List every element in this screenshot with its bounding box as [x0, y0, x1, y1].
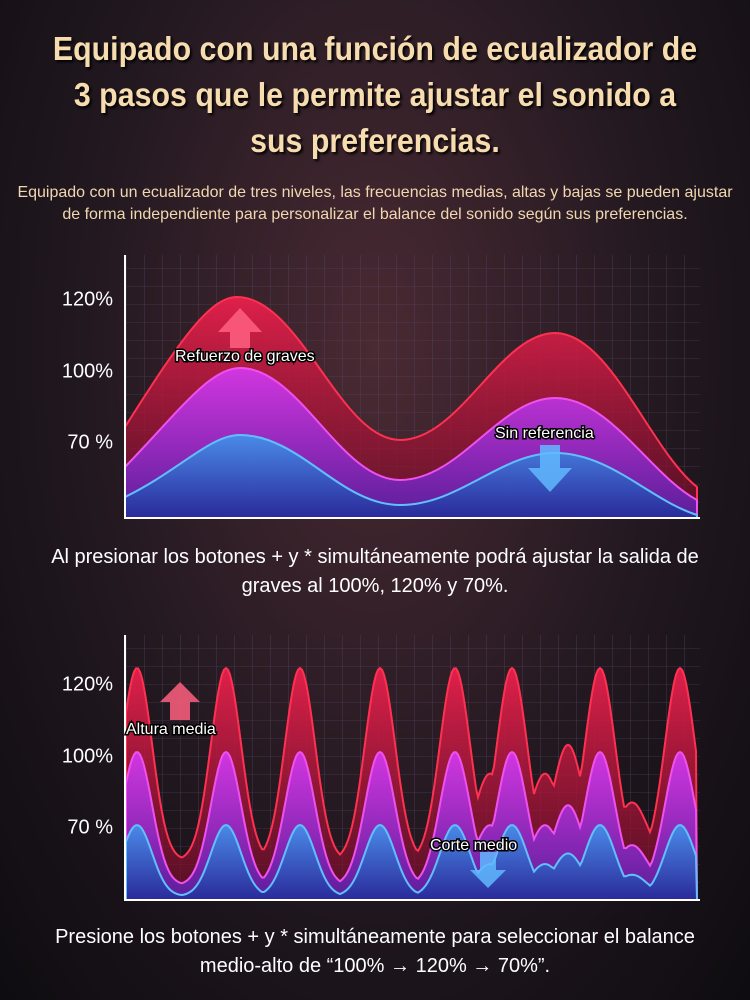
level-label: 100%	[62, 745, 113, 767]
subtitle: Equipado con un ecualizador de tres nive…	[17, 184, 733, 223]
wave-mid	[125, 750, 699, 901]
axes	[124, 255, 700, 519]
up-arrow	[218, 308, 262, 348]
axes	[124, 635, 700, 901]
level-label: 120%	[62, 288, 113, 310]
down-arrow	[470, 852, 506, 888]
annotation: Sin referencia	[495, 425, 594, 442]
annotation: Refuerzo de graves	[175, 348, 315, 365]
level-label: 70 %	[67, 431, 113, 453]
annotation: Corte medio	[430, 837, 517, 854]
level-label: 120%	[62, 673, 113, 695]
caption: Al presionar los botones + y * simultáne…	[51, 546, 699, 597]
level-label: 70 %	[67, 816, 113, 838]
eq-chart: 120% 100% 70 % Altura media Corte medio	[62, 635, 700, 901]
up-arrow	[160, 682, 200, 720]
eq-chart: 120% 100% 70 % Refuerzo de graves Sin re…	[62, 255, 700, 519]
title: Equipado con una función de ecualizador …	[52, 30, 698, 159]
level-label: 100%	[62, 360, 113, 382]
caption: Presione los botones + y * simultáneamen…	[55, 926, 695, 977]
annotation: Altura media	[126, 721, 216, 738]
wave-low	[125, 823, 699, 901]
down-arrow	[528, 445, 572, 492]
